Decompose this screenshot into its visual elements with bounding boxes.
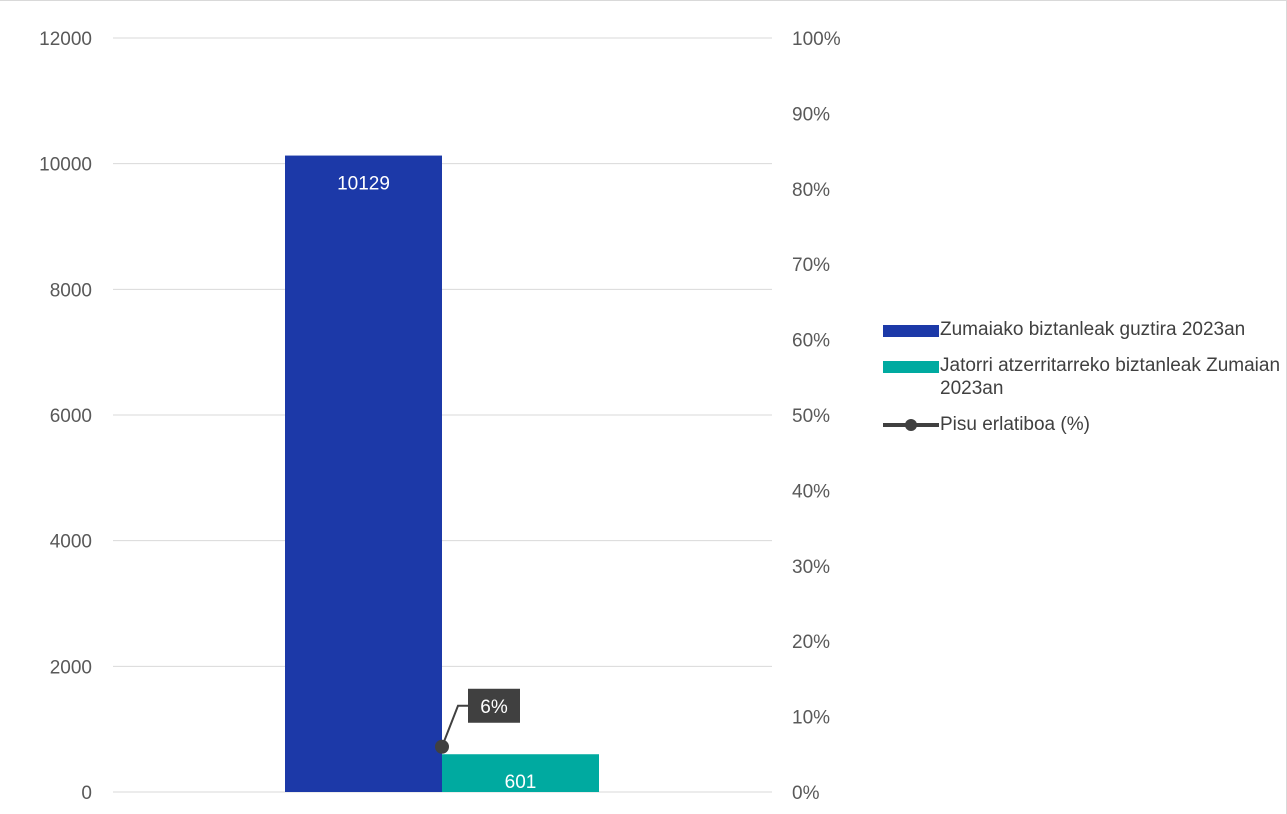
left-tick-label: 10000 — [39, 155, 92, 176]
right-tick-label: 20% — [792, 632, 830, 653]
right-tick-label: 10% — [792, 708, 830, 729]
right-tick-label: 40% — [792, 481, 830, 502]
legend-label-ratio: Pisu erlatiboa (%) — [940, 414, 1090, 435]
right-tick-label: 30% — [792, 557, 830, 578]
left-tick-label: 8000 — [50, 280, 92, 301]
left-tick-label: 4000 — [50, 532, 92, 553]
line-series: 6% — [435, 688, 520, 754]
right-tick-label: 100% — [792, 29, 841, 50]
callout-box — [468, 688, 520, 723]
legend-swatch-foreign — [883, 361, 939, 373]
legend-item-ratio: Pisu erlatiboa (%) — [883, 413, 1283, 436]
left-tick-label: 2000 — [50, 657, 92, 678]
legend-item-foreign: Jatorri atzerritarreko biztanleak Zumaia… — [883, 354, 1283, 400]
left-axis-ticks: 0 2000 4000 6000 8000 10000 12000 — [39, 29, 92, 804]
bar-data-label: 10129 — [337, 174, 390, 195]
left-tick-label: 6000 — [50, 406, 92, 427]
bar — [285, 155, 442, 793]
legend-swatch-ratio — [883, 419, 939, 431]
legend-label-total: Zumaiako biztanleak guztira 2023an — [940, 319, 1246, 340]
bar — [442, 754, 599, 792]
legend-swatch-total — [883, 325, 939, 337]
line-data-label: 6% — [480, 697, 508, 718]
right-axis-ticks: 0% 10% 20% 30% 40% 50% 60% 70% 80% 90% 100% — [792, 29, 841, 804]
legend-label-foreign: Jatorri atzerritarreko biztanleak Zumaia… — [940, 355, 1281, 399]
left-tick-label: 0 — [81, 783, 92, 804]
right-tick-label: 0% — [792, 783, 820, 804]
bars: 10129 601 — [285, 155, 599, 793]
legend-item-total: Zumaiako biztanleak guztira 2023an — [883, 318, 1283, 341]
right-tick-label: 50% — [792, 406, 830, 427]
gridlines — [113, 37, 772, 793]
right-tick-label: 60% — [792, 331, 830, 352]
callout-leader — [441, 704, 468, 748]
bar-data-label: 601 — [505, 772, 537, 793]
right-tick-label: 70% — [792, 255, 830, 276]
right-tick-label: 90% — [792, 104, 830, 125]
right-tick-label: 80% — [792, 180, 830, 201]
legend: Zumaiako biztanleak guztira 2023an Jator… — [883, 318, 1283, 449]
left-tick-label: 12000 — [39, 29, 92, 50]
